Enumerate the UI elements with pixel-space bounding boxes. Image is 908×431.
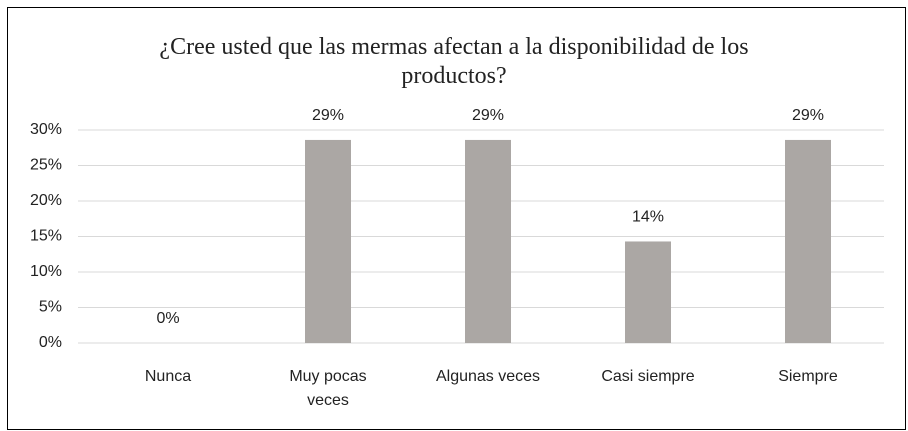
chart-title: ¿Cree usted que las mermas afectan a la …: [159, 34, 749, 89]
data-label: 29%: [312, 107, 344, 124]
y-tick-label: 15%: [30, 228, 62, 245]
x-tick-label: Nunca: [144, 368, 192, 385]
x-tick-label: Siempre: [778, 368, 838, 385]
bar: [625, 241, 671, 343]
bar: [785, 139, 831, 343]
x-tick-label: Algunas veces: [435, 368, 541, 385]
chart-border: [7, 7, 906, 430]
data-label: 29%: [472, 107, 504, 124]
y-tick-label: 30%: [30, 121, 62, 138]
y-tick-label: 25%: [30, 157, 62, 174]
data-label: 0%: [156, 310, 179, 327]
bar: [305, 139, 351, 343]
bar: [465, 139, 511, 343]
y-tick-label: 10%: [30, 263, 62, 280]
data-label: 14%: [632, 209, 664, 226]
y-tick-label: 5%: [39, 299, 62, 316]
data-label: 29%: [792, 107, 824, 124]
x-tick-label: Casi siempre: [601, 368, 695, 385]
x-tick-label: Muy pocas veces: [289, 368, 367, 409]
y-tick-label: 0%: [39, 334, 62, 351]
y-tick-label: 20%: [30, 192, 62, 209]
